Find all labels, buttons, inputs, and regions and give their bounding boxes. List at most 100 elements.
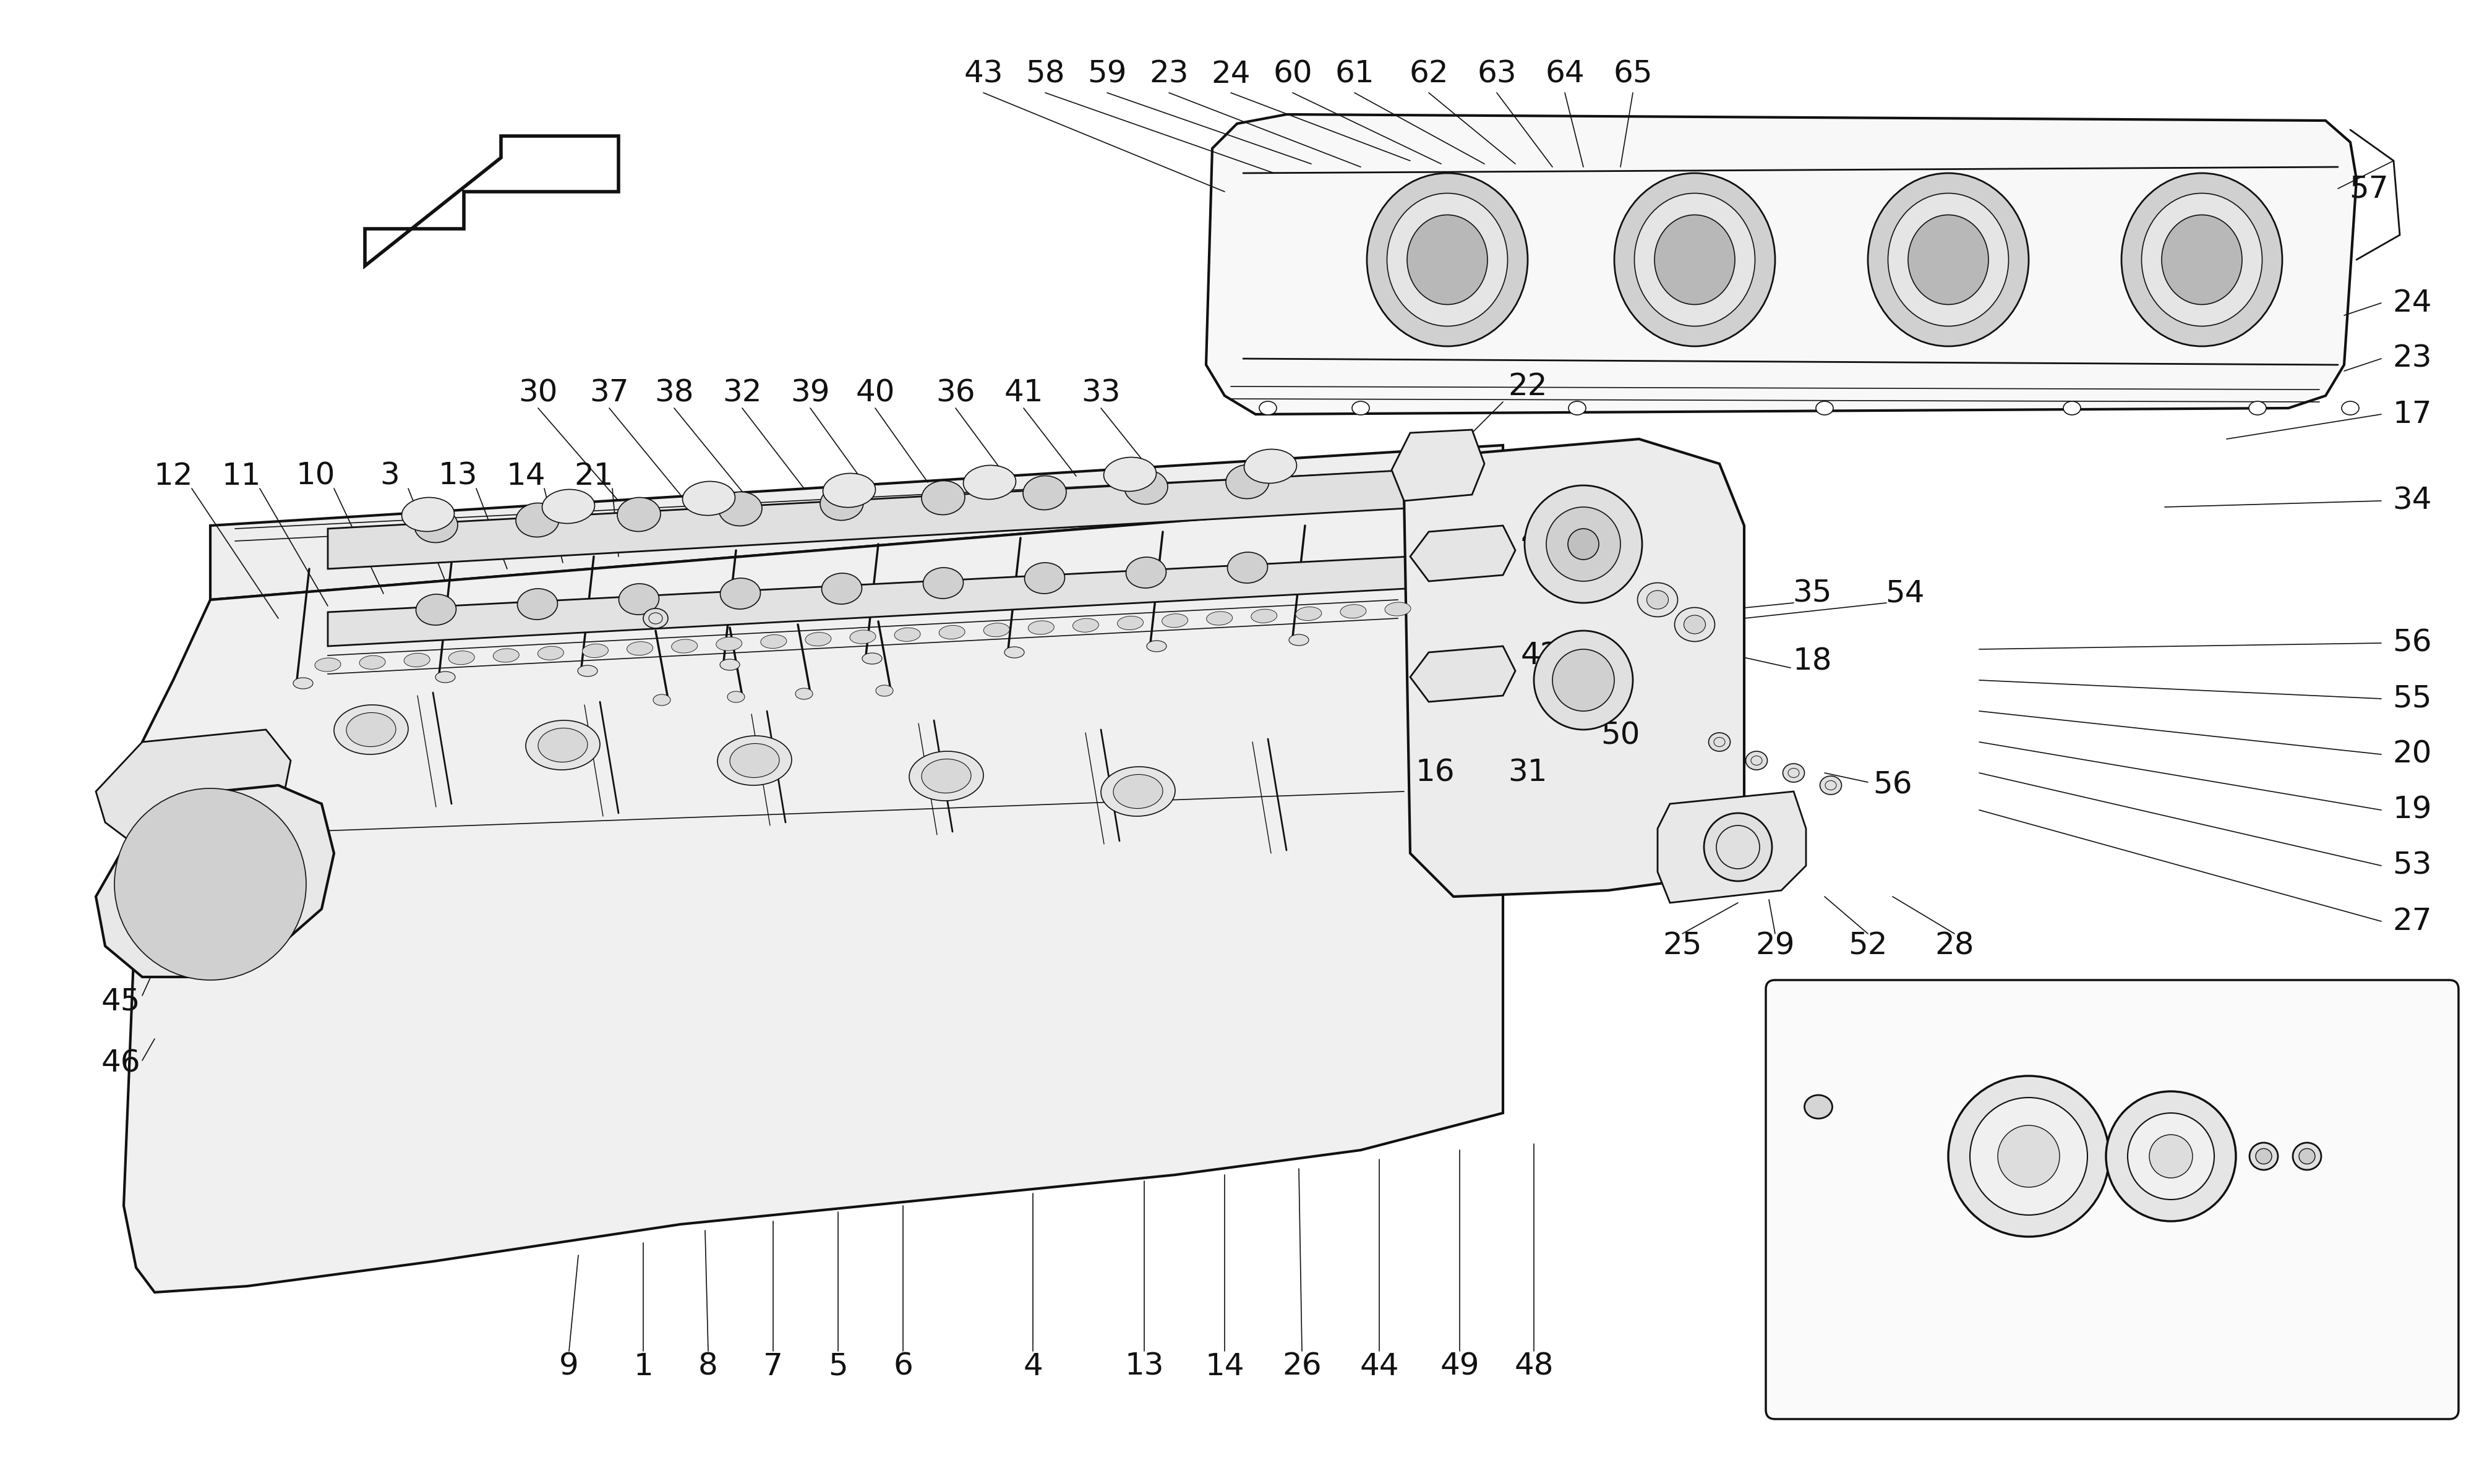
- Text: 7: 7: [764, 1352, 782, 1382]
- Text: 36: 36: [935, 378, 975, 408]
- Circle shape: [1554, 650, 1613, 711]
- Text: 38: 38: [656, 378, 693, 408]
- Ellipse shape: [821, 573, 861, 604]
- Ellipse shape: [416, 509, 458, 543]
- Ellipse shape: [1907, 215, 1989, 304]
- Text: 18: 18: [1794, 647, 1831, 677]
- Ellipse shape: [804, 632, 831, 646]
- Ellipse shape: [1655, 215, 1734, 304]
- Ellipse shape: [730, 743, 779, 778]
- Text: 9: 9: [559, 1352, 579, 1382]
- Ellipse shape: [821, 487, 863, 521]
- Ellipse shape: [1126, 470, 1168, 505]
- Ellipse shape: [359, 656, 386, 669]
- Text: 58: 58: [1027, 59, 1064, 89]
- Ellipse shape: [2256, 1149, 2271, 1163]
- Circle shape: [2150, 1135, 2192, 1178]
- Text: 13: 13: [1126, 1352, 1163, 1382]
- Ellipse shape: [1227, 552, 1267, 583]
- Ellipse shape: [824, 473, 876, 508]
- Text: 4: 4: [1024, 1352, 1042, 1382]
- Circle shape: [114, 788, 307, 979]
- Text: 56: 56: [1873, 770, 1912, 800]
- Ellipse shape: [670, 640, 698, 653]
- Ellipse shape: [1648, 591, 1667, 608]
- Ellipse shape: [2123, 174, 2281, 346]
- Ellipse shape: [1126, 556, 1165, 588]
- Text: 35: 35: [1794, 579, 1831, 608]
- Text: 26: 26: [1811, 1012, 1851, 1042]
- Polygon shape: [124, 494, 1504, 1293]
- Polygon shape: [210, 445, 1504, 600]
- Text: 17: 17: [2392, 399, 2432, 429]
- Ellipse shape: [1101, 767, 1175, 816]
- Text: 29: 29: [1757, 932, 1794, 962]
- Text: 3: 3: [381, 462, 398, 491]
- Text: 10: 10: [297, 462, 334, 491]
- Ellipse shape: [403, 653, 430, 666]
- Ellipse shape: [1569, 401, 1586, 416]
- Ellipse shape: [1685, 616, 1705, 634]
- Text: 32: 32: [722, 378, 762, 408]
- Text: 6: 6: [893, 1352, 913, 1382]
- Circle shape: [1950, 1076, 2108, 1236]
- Ellipse shape: [1638, 583, 1677, 617]
- Circle shape: [1705, 813, 1771, 881]
- Ellipse shape: [923, 758, 970, 792]
- Ellipse shape: [715, 637, 742, 650]
- Ellipse shape: [851, 631, 876, 644]
- Text: 12: 12: [153, 462, 193, 491]
- Text: 34: 34: [2392, 485, 2432, 515]
- Polygon shape: [327, 556, 1430, 646]
- Circle shape: [1524, 485, 1643, 603]
- Polygon shape: [96, 785, 334, 976]
- Text: 47: 47: [101, 901, 141, 930]
- Text: 24: 24: [1212, 59, 1249, 89]
- Ellipse shape: [1163, 614, 1188, 628]
- Ellipse shape: [1675, 607, 1714, 641]
- Text: 42: 42: [1522, 522, 1559, 552]
- Circle shape: [178, 853, 242, 916]
- Ellipse shape: [1029, 620, 1054, 635]
- Text: 53: 53: [2392, 850, 2432, 880]
- Polygon shape: [327, 470, 1430, 568]
- Ellipse shape: [2249, 1143, 2279, 1169]
- Ellipse shape: [1024, 476, 1066, 510]
- Ellipse shape: [618, 583, 658, 614]
- Text: 60: 60: [1274, 59, 1311, 89]
- Text: 46: 46: [101, 1049, 141, 1079]
- Text: 61: 61: [1336, 59, 1373, 89]
- Ellipse shape: [435, 671, 455, 683]
- Text: 41: 41: [1004, 378, 1044, 408]
- Text: 19: 19: [2392, 795, 2432, 825]
- Ellipse shape: [910, 751, 982, 801]
- Ellipse shape: [626, 641, 653, 656]
- Ellipse shape: [1004, 647, 1024, 657]
- Text: 37: 37: [589, 378, 628, 408]
- Ellipse shape: [1747, 751, 1766, 770]
- Ellipse shape: [581, 644, 609, 657]
- Ellipse shape: [1024, 562, 1064, 594]
- Ellipse shape: [401, 497, 455, 531]
- Text: 14: 14: [1205, 1352, 1244, 1382]
- Ellipse shape: [2162, 215, 2241, 304]
- Text: 43: 43: [965, 59, 1002, 89]
- Ellipse shape: [760, 635, 787, 649]
- Ellipse shape: [517, 503, 559, 537]
- Ellipse shape: [1289, 635, 1309, 646]
- Ellipse shape: [720, 491, 762, 525]
- Text: 22: 22: [1509, 371, 1546, 401]
- Text: 55: 55: [2392, 684, 2432, 714]
- Ellipse shape: [1148, 641, 1168, 651]
- Ellipse shape: [294, 678, 312, 689]
- Ellipse shape: [1341, 604, 1366, 619]
- Polygon shape: [96, 730, 292, 841]
- Text: 56: 56: [2392, 628, 2432, 657]
- Ellipse shape: [2340, 401, 2360, 416]
- Text: 23: 23: [2392, 344, 2432, 374]
- Ellipse shape: [1868, 174, 2029, 346]
- Ellipse shape: [1710, 733, 1729, 751]
- Ellipse shape: [1113, 775, 1163, 809]
- Text: 65: 65: [1613, 59, 1653, 89]
- Text: 1: 1: [633, 1352, 653, 1382]
